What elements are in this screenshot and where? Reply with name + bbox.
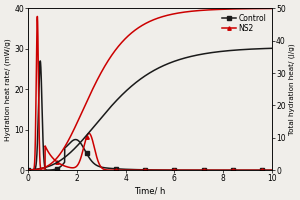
NS2 [208,169,212,171]
Line: Control: Control [26,59,274,172]
NS2 [35,15,39,18]
NS2 [119,169,123,171]
NS2 [26,169,30,171]
NS2 [227,169,230,171]
X-axis label: Time/ h: Time/ h [134,186,166,195]
NS2 [270,169,274,171]
Control [270,169,274,171]
Line: NS2: NS2 [26,15,274,172]
Control [227,169,230,171]
Control [185,169,188,171]
Control [119,168,123,170]
NS2 [185,169,188,171]
Control [70,140,74,142]
Y-axis label: Hydration heat rate/ (mW/g): Hydration heat rate/ (mW/g) [5,38,11,141]
Control [38,60,42,62]
NS2 [70,167,74,169]
Control [26,169,30,171]
Control [208,169,212,171]
Legend: Control, NS2: Control, NS2 [220,12,268,34]
NS2 [172,169,176,171]
Control [172,169,176,171]
Y-axis label: Total hydration heat/ (J/g): Total hydration heat/ (J/g) [289,43,295,135]
